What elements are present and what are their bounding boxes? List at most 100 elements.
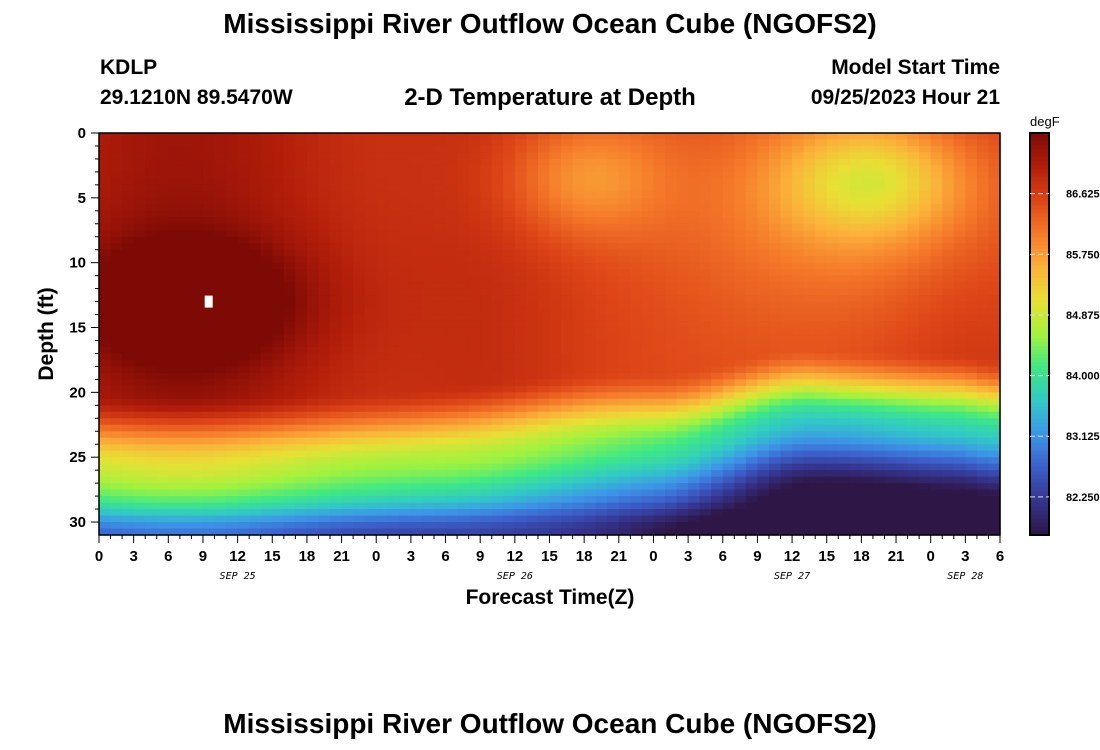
- heatmap-cell: [711, 463, 724, 471]
- heatmap-cell: [699, 152, 712, 160]
- heatmap-cell: [283, 470, 296, 478]
- heatmap-cell: [780, 528, 793, 536]
- heatmap-cell: [503, 496, 516, 504]
- heatmap-cell: [896, 301, 909, 309]
- heatmap-cell: [872, 295, 886, 303]
- heatmap-cell: [168, 288, 181, 296]
- heatmap-cell: [572, 392, 585, 400]
- heatmap-cell: [202, 489, 216, 497]
- heatmap-cell: [191, 178, 204, 186]
- heatmap-cell: [376, 489, 389, 497]
- heatmap-cell: [445, 385, 458, 393]
- heatmap-cell: [133, 204, 146, 212]
- heatmap-cell: [780, 327, 793, 335]
- heatmap-cell: [283, 236, 296, 244]
- heatmap-cell: [780, 139, 793, 147]
- heatmap-cell: [607, 145, 620, 154]
- heatmap-cell: [792, 282, 805, 290]
- heatmap-cell: [872, 327, 886, 335]
- heatmap-cell: [965, 204, 978, 212]
- heatmap-cell: [422, 197, 435, 205]
- heatmap-cell: [745, 204, 759, 212]
- heatmap-cell: [688, 353, 701, 361]
- heatmap-cell: [745, 528, 759, 536]
- heatmap-cell: [953, 463, 966, 471]
- heatmap-cell: [226, 230, 239, 238]
- heatmap-cell: [306, 139, 320, 147]
- heatmap-cell: [734, 243, 747, 251]
- heatmap-cell: [838, 411, 851, 419]
- heatmap-cell: [133, 158, 146, 167]
- heatmap-cell: [214, 392, 227, 400]
- heatmap-cell: [815, 392, 828, 400]
- heatmap-cell: [445, 327, 458, 335]
- heatmap-cell: [965, 509, 978, 517]
- heatmap-cell: [907, 165, 920, 173]
- heatmap-cell: [803, 496, 816, 504]
- heatmap-cell: [468, 470, 481, 478]
- heatmap-cell: [491, 515, 504, 523]
- heatmap-cell: [260, 308, 273, 316]
- heatmap-cell: [260, 262, 273, 270]
- heatmap-cell: [688, 366, 701, 374]
- heatmap-cell: [988, 334, 1001, 342]
- heatmap-cell: [457, 372, 470, 380]
- heatmap-cell: [803, 437, 816, 445]
- heatmap-cell: [641, 489, 655, 497]
- heatmap-cell: [514, 450, 527, 458]
- heatmap-cell: [122, 314, 135, 322]
- heatmap-cell: [745, 191, 759, 199]
- heatmap-cell: [838, 295, 851, 303]
- heatmap-cell: [295, 262, 308, 270]
- heatmap-cell: [792, 301, 805, 309]
- heatmap-cell: [872, 262, 886, 270]
- heatmap-cell: [884, 522, 897, 530]
- heatmap-cell: [480, 496, 493, 504]
- heatmap-cell: [653, 405, 666, 413]
- heatmap-cell: [330, 457, 343, 465]
- heatmap-cell: [976, 418, 990, 426]
- heatmap-cell: [630, 405, 643, 413]
- heatmap-cell: [399, 418, 412, 426]
- heatmap-cell: [988, 470, 1001, 478]
- heatmap-cell: [595, 334, 608, 342]
- heatmap-cell: [260, 463, 273, 471]
- heatmap-cell: [168, 424, 181, 432]
- heatmap-cell: [260, 301, 273, 309]
- heatmap-cell: [838, 230, 851, 238]
- heatmap-cell: [133, 184, 146, 192]
- heatmap-cell: [838, 269, 851, 277]
- heatmap-cell: [803, 476, 816, 484]
- heatmap-cell: [549, 385, 562, 393]
- heatmap-cell: [803, 191, 816, 199]
- heatmap-cell: [445, 210, 458, 218]
- heatmap-cell: [457, 392, 470, 400]
- heatmap-cell: [838, 243, 851, 251]
- heatmap-cell: [480, 139, 493, 147]
- heatmap-cell: [953, 405, 966, 413]
- heatmap-cell: [295, 398, 308, 406]
- heatmap-cell: [757, 424, 770, 432]
- heatmap-cell: [711, 431, 724, 439]
- heatmap-cell: [688, 308, 701, 316]
- heatmap-cell: [468, 334, 481, 342]
- heatmap-cell: [688, 450, 701, 458]
- heatmap-cell: [838, 418, 851, 426]
- heatmap-cell: [295, 515, 308, 523]
- heatmap-cell: [953, 301, 966, 309]
- heatmap-cell: [272, 502, 285, 510]
- heatmap-cell: [792, 308, 805, 316]
- heatmap-cell: [688, 243, 701, 251]
- heatmap-cell: [699, 392, 712, 400]
- heatmap-cell: [318, 295, 331, 303]
- heatmap-cell: [526, 262, 539, 270]
- y-tick-label: 5: [78, 190, 86, 207]
- heatmap-cell: [341, 528, 354, 536]
- heatmap-cell: [584, 470, 597, 478]
- heatmap-cell: [965, 457, 978, 465]
- heatmap-cell: [976, 223, 990, 231]
- heatmap-cell: [191, 463, 204, 471]
- heatmap-cell: [260, 191, 273, 199]
- heatmap-cell: [641, 236, 655, 244]
- heatmap-cell: [226, 437, 239, 445]
